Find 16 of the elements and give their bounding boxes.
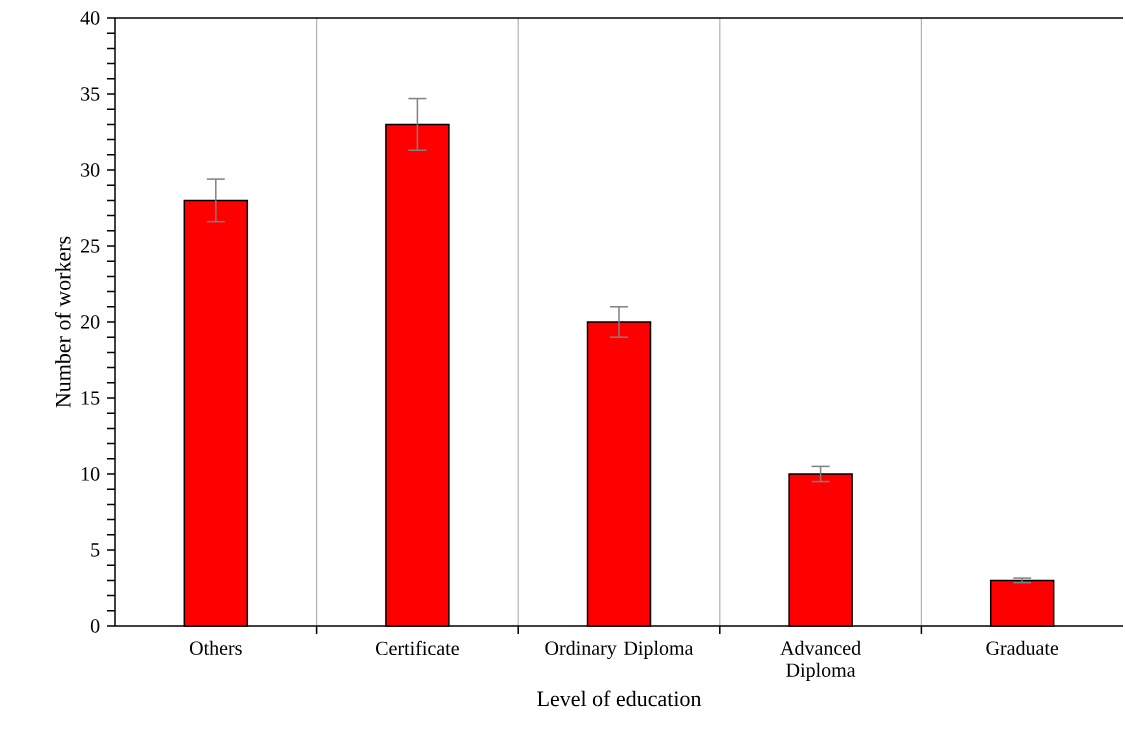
y-tick-label: 15 <box>81 391 100 405</box>
y-tick-label: 40 <box>80 11 100 25</box>
x-tick-label: Graduate <box>986 640 1059 655</box>
x-axis-title: Level of education <box>537 690 702 707</box>
y-tick-label: 20 <box>81 315 100 329</box>
x-tick-label: Others <box>189 640 242 655</box>
y-tick-label: 30 <box>81 163 100 177</box>
y-tick-label: 0 <box>90 619 100 633</box>
x-tick-label: Advanced Diploma <box>780 640 861 681</box>
y-axis-title: Number of workers <box>54 236 71 408</box>
y-tick-label: 5 <box>91 543 100 557</box>
y-tick-label: 25 <box>81 239 100 253</box>
x-tick-label: Certificate <box>376 640 459 656</box>
y-tick-label: 35 <box>81 87 100 101</box>
y-tick-label: 10 <box>81 467 100 481</box>
x-tick-label: Ordinary Diploma <box>545 640 694 660</box>
